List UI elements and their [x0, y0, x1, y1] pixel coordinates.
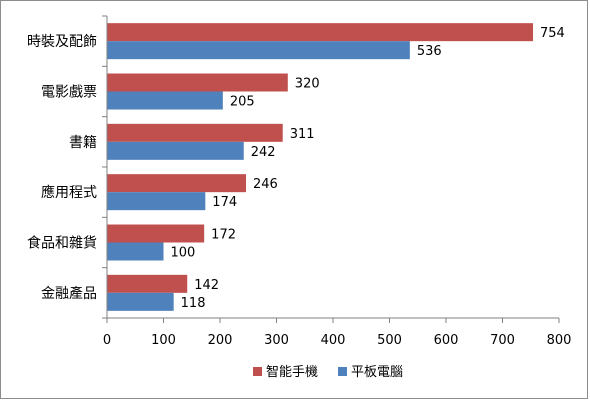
x-tick-label-3: 300 — [264, 333, 289, 348]
data-label-smartphone-5: 142 — [194, 278, 219, 293]
data-label-smartphone-0: 754 — [540, 26, 565, 41]
data-label-smartphone-1: 320 — [295, 77, 320, 92]
bar-tablet-1 — [107, 91, 223, 110]
legend-label-tablet: 平板電腦 — [351, 365, 403, 380]
bar-smartphone-2 — [107, 123, 283, 142]
bar-smartphone-3 — [107, 174, 246, 193]
x-tick-label-8: 800 — [547, 333, 572, 348]
x-tick-label-1: 100 — [151, 333, 176, 348]
data-label-tablet-1: 205 — [230, 95, 255, 110]
axes-layer — [106, 16, 559, 319]
bar-tablet-2 — [107, 141, 244, 160]
category-label-2: 書籍 — [69, 134, 97, 151]
bar-smartphone-1 — [107, 73, 288, 92]
legend-label-smartphone: 智能手機 — [266, 365, 318, 380]
data-label-tablet-3: 174 — [212, 195, 237, 210]
x-tick-label-5: 500 — [377, 333, 402, 348]
data-labels-layer: 754 536 320 205 311 242 246 174 172 100 142 118 — [171, 26, 565, 311]
bar-tablet-3 — [107, 192, 206, 211]
data-label-tablet-0: 536 — [417, 44, 442, 59]
data-label-tablet-5: 118 — [181, 296, 206, 311]
bar-tablet-4 — [107, 242, 164, 261]
category-label-5: 金融產品 — [41, 285, 97, 302]
x-tick-label-4: 400 — [321, 333, 346, 348]
x-tick-label-6: 600 — [434, 333, 459, 348]
x-ticks-layer: 0 100 200 300 400 500 600 700 800 — [102, 15, 572, 348]
category-label-3: 應用程式 — [41, 184, 97, 201]
data-label-smartphone-2: 311 — [290, 127, 315, 142]
data-label-smartphone-4: 172 — [211, 228, 236, 243]
legend: 智能手機 平板電腦 — [253, 365, 403, 380]
x-tick-label-2: 200 — [208, 333, 233, 348]
data-label-smartphone-3: 246 — [253, 177, 278, 192]
data-label-tablet-4: 100 — [171, 246, 196, 261]
x-tick-label-0: 0 — [103, 333, 111, 348]
x-tick-label-7: 700 — [490, 333, 515, 348]
category-label-4: 食品和雜貨 — [27, 235, 97, 252]
legend-swatch-tablet — [338, 367, 347, 376]
category-label-1: 電影戲票 — [41, 85, 97, 101]
data-label-tablet-2: 242 — [251, 145, 276, 160]
bars-layer — [107, 23, 534, 311]
legend-swatch-smartphone — [253, 367, 262, 376]
bar-smartphone-4 — [107, 224, 205, 243]
bar-smartphone-0 — [107, 23, 534, 42]
bar-smartphone-5 — [107, 274, 188, 293]
bar-tablet-0 — [107, 41, 410, 60]
bar-tablet-5 — [107, 292, 174, 311]
category-label-0: 時裝及配飾 — [27, 34, 97, 50]
